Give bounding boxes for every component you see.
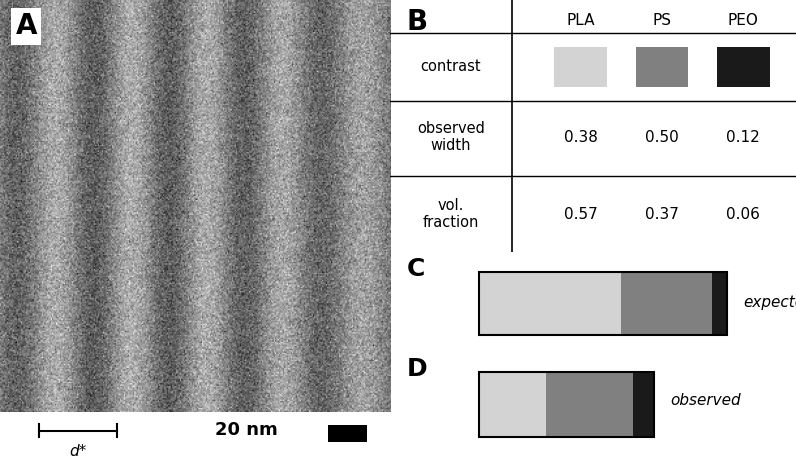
Text: D: D: [406, 357, 427, 382]
Text: C: C: [406, 257, 424, 281]
Text: 0.57: 0.57: [564, 207, 598, 222]
Bar: [712, 272, 727, 334]
Bar: [479, 272, 621, 334]
Text: 0.37: 0.37: [645, 207, 679, 222]
Text: vol.
fraction: vol. fraction: [423, 198, 479, 230]
Text: expected: expected: [743, 295, 796, 310]
Bar: [479, 372, 546, 437]
Bar: [621, 272, 712, 334]
Bar: [555, 47, 607, 87]
Text: 0.50: 0.50: [646, 130, 679, 145]
Bar: [717, 47, 770, 87]
Text: PS: PS: [653, 13, 672, 27]
Bar: [328, 425, 367, 442]
Text: 20 nm: 20 nm: [215, 420, 277, 439]
Text: A: A: [16, 12, 37, 40]
Text: contrast: contrast: [420, 59, 482, 74]
Text: PLA: PLA: [567, 13, 595, 27]
Text: observed: observed: [670, 393, 741, 408]
Text: 0.38: 0.38: [564, 130, 598, 145]
Text: observed
width: observed width: [417, 121, 485, 153]
Bar: [546, 372, 633, 437]
Bar: [636, 47, 689, 87]
Text: PEO: PEO: [728, 13, 759, 27]
Text: d*: d*: [69, 444, 87, 458]
Text: 0.06: 0.06: [726, 207, 760, 222]
Text: B: B: [406, 8, 427, 36]
Bar: [633, 372, 654, 437]
Text: 0.12: 0.12: [727, 130, 760, 145]
